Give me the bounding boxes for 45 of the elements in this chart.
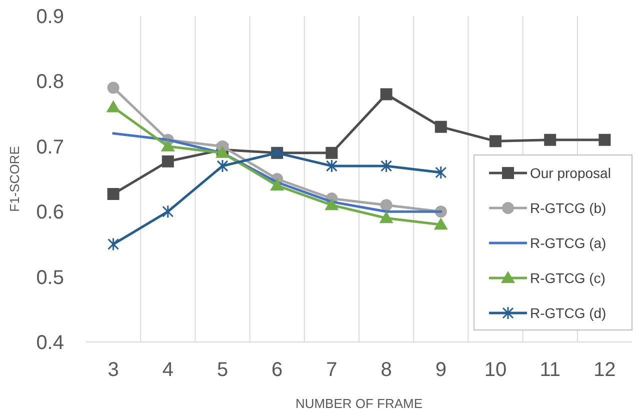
point — [326, 159, 338, 173]
point — [160, 139, 175, 152]
x-tick-label: 4 — [162, 359, 174, 381]
y-axis-title: F1-SCORE — [7, 146, 22, 212]
legend-label: Our proposal — [530, 164, 611, 181]
point — [434, 120, 447, 133]
point — [106, 100, 120, 112]
x-tick-label: 9 — [435, 359, 446, 381]
y-tick-label: 0.6 — [36, 202, 64, 224]
x-tick-label: 5 — [216, 359, 228, 381]
legend-label: R-GTCG (a) — [530, 234, 606, 251]
x-tick-label: 12 — [594, 359, 616, 381]
point — [435, 166, 447, 180]
legend-label: R-GTCG (b) — [530, 200, 606, 216]
point — [434, 218, 448, 230]
y-tick-label: 0.8 — [36, 71, 64, 94]
point — [598, 134, 611, 146]
legend-label: R-GTCG (c) — [530, 270, 606, 286]
point — [326, 146, 338, 159]
y-tick-label: 0.7 — [36, 136, 64, 158]
x-tick-label: 10 — [484, 359, 507, 381]
point — [107, 188, 120, 200]
x-tick-label: 3 — [108, 359, 119, 381]
point — [162, 155, 174, 168]
point — [216, 159, 228, 173]
x-tick-label: 8 — [380, 359, 392, 381]
point — [379, 211, 394, 224]
x-tick-label: 7 — [326, 359, 338, 381]
y-tick-label: 0.5 — [36, 266, 64, 289]
x-tick-label: 11 — [540, 359, 560, 381]
y-tick-label: 0.9 — [36, 6, 64, 28]
point — [380, 159, 392, 173]
point — [270, 178, 284, 191]
point — [380, 199, 392, 212]
x-tick-label: 6 — [272, 359, 283, 381]
x-axis-title: NUMBER OF FRAME — [295, 396, 423, 411]
point — [544, 134, 556, 146]
point — [107, 82, 120, 94]
y-tick-label: 0.4 — [36, 332, 64, 354]
point — [380, 88, 392, 100]
point — [108, 237, 120, 251]
point — [490, 135, 502, 148]
point — [162, 204, 174, 218]
legend-label: R-GTCG (d) — [530, 304, 606, 321]
point — [324, 198, 339, 210]
